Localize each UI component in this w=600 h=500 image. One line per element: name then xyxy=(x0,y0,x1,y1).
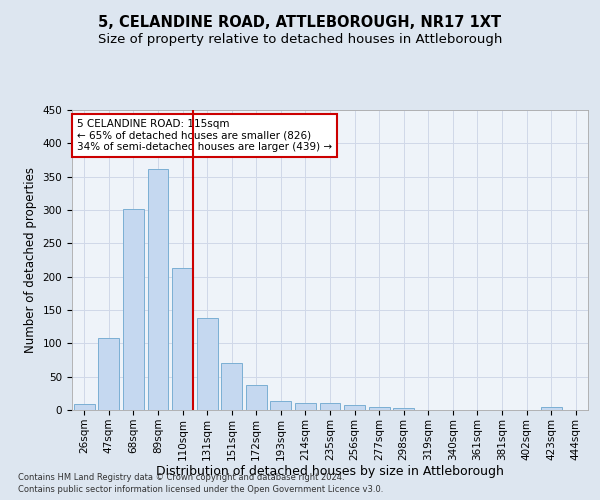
Text: Size of property relative to detached houses in Attleborough: Size of property relative to detached ho… xyxy=(98,32,502,46)
Bar xyxy=(74,404,95,410)
Bar xyxy=(393,408,414,410)
Text: 5, CELANDINE ROAD, ATTLEBOROUGH, NR17 1XT: 5, CELANDINE ROAD, ATTLEBOROUGH, NR17 1X… xyxy=(98,15,502,30)
Bar xyxy=(148,168,169,410)
Bar xyxy=(246,384,267,410)
Bar xyxy=(320,404,340,410)
Bar xyxy=(344,406,365,410)
Bar xyxy=(295,402,316,410)
Bar xyxy=(172,268,193,410)
Bar xyxy=(221,364,242,410)
Text: Contains HM Land Registry data © Crown copyright and database right 2024.: Contains HM Land Registry data © Crown c… xyxy=(18,472,344,482)
Y-axis label: Number of detached properties: Number of detached properties xyxy=(24,167,37,353)
Bar xyxy=(197,318,218,410)
Bar xyxy=(123,208,144,410)
X-axis label: Distribution of detached houses by size in Attleborough: Distribution of detached houses by size … xyxy=(156,466,504,478)
Text: Contains public sector information licensed under the Open Government Licence v3: Contains public sector information licen… xyxy=(18,485,383,494)
Text: 5 CELANDINE ROAD: 115sqm
← 65% of detached houses are smaller (826)
34% of semi-: 5 CELANDINE ROAD: 115sqm ← 65% of detach… xyxy=(77,119,332,152)
Bar xyxy=(541,408,562,410)
Bar xyxy=(271,402,292,410)
Bar xyxy=(368,406,389,410)
Bar xyxy=(98,338,119,410)
